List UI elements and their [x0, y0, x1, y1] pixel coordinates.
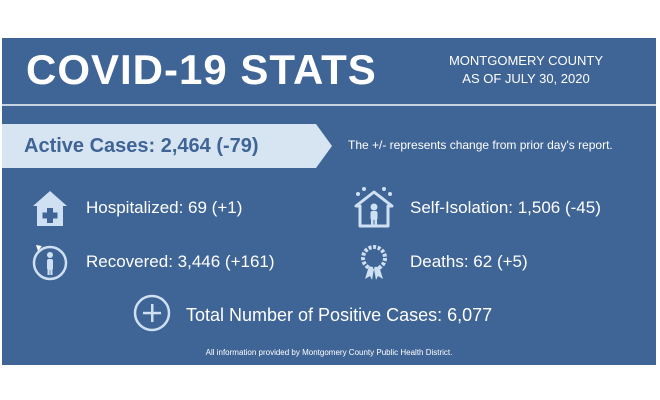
memorial-wreath-icon [352, 240, 396, 284]
change-note: The +/- represents change from prior day… [348, 138, 613, 152]
stat-recovered: Recovered: 3,446 (+161) [28, 240, 275, 284]
header: COVID-19 STATS MONTGOMERY COUNTY AS OF J… [2, 38, 656, 102]
report-date: AS OF JULY 30, 2020 [462, 71, 590, 86]
plus-circle-icon [132, 293, 172, 338]
county-name: MONTGOMERY COUNTY [448, 53, 604, 68]
stat-self-isolation: Self-Isolation: 1,506 (-45) [352, 186, 601, 230]
header-divider [2, 104, 656, 106]
self-isolation-label: Self-Isolation: 1,506 (-45) [410, 198, 601, 217]
covid-stats-card: COVID-19 STATS MONTGOMERY COUNTY AS OF J… [2, 38, 656, 365]
stat-deaths: Deaths: 62 (+5) [352, 240, 528, 284]
recovered-label: Recovered: 3,446 (+161) [86, 252, 275, 271]
source-footer: All information provided by Montgomery C… [205, 348, 453, 357]
active-cases-text: Active Cases: 2,464 (-79) [24, 135, 259, 157]
county-date-block: MONTGOMERY COUNTY AS OF JULY 30, 2020 [426, 52, 626, 88]
hospital-icon [28, 186, 72, 230]
hospitalized-label: Hospitalized: 69 (+1) [86, 198, 243, 217]
house-person-icon [352, 186, 396, 230]
recovered-person-icon [28, 240, 72, 284]
banner-arrow-shape [2, 124, 332, 168]
stat-hospitalized: Hospitalized: 69 (+1) [28, 186, 242, 230]
total-positive-label: Total Number of Positive Cases: 6,077 [186, 305, 493, 325]
active-cases-banner: Active Cases: 2,464 (-79) [2, 124, 332, 168]
page-title: COVID-19 STATS [26, 46, 377, 93]
stat-total-positive: Total Number of Positive Cases: 6,077 [132, 293, 492, 338]
deaths-label: Deaths: 62 (+5) [410, 252, 528, 271]
